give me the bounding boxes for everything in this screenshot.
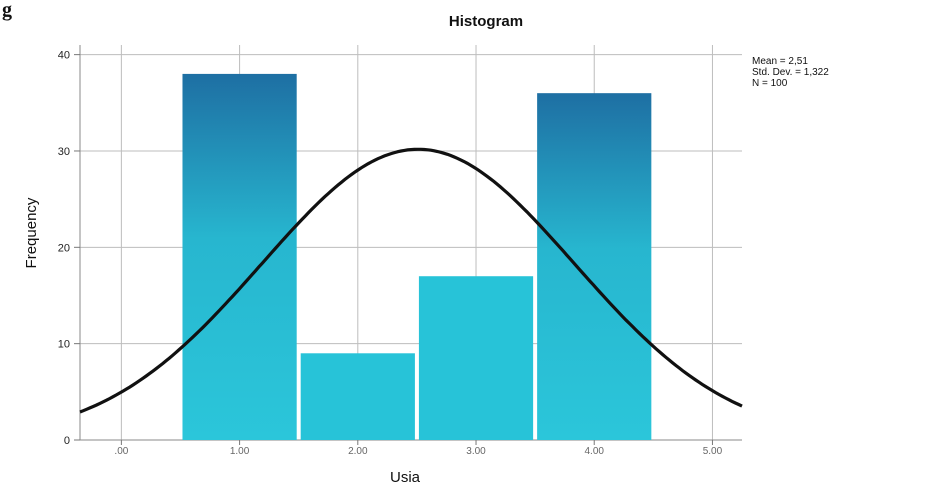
x-tick-label: 5.00 bbox=[703, 446, 723, 457]
y-tick-label: 10 bbox=[58, 339, 70, 351]
stats-box: Mean = 2,51 Std. Dev. = 1,322 N = 100 bbox=[752, 56, 829, 89]
x-ticks: .00 1.00 2.00 3.00 4.00 5.00 bbox=[114, 440, 723, 457]
normal-curve bbox=[79, 147, 743, 414]
y-tick-label: 40 bbox=[58, 50, 70, 62]
y-tick-label: 0 bbox=[64, 435, 70, 447]
stats-n: N = 100 bbox=[752, 78, 788, 89]
histogram-bar bbox=[537, 93, 652, 441]
stats-mean: Mean = 2,51 bbox=[752, 56, 808, 67]
y-axis-label: Frequency bbox=[23, 197, 40, 268]
y-ticks: 0 10 20 30 40 bbox=[58, 50, 80, 447]
histogram-bar bbox=[182, 73, 297, 440]
x-tick-label: 3.00 bbox=[466, 446, 486, 457]
stats-std-dev: Std. Dev. = 1,322 bbox=[752, 67, 829, 78]
histogram-bar bbox=[418, 276, 534, 440]
y-tick-label: 20 bbox=[58, 242, 70, 254]
x-tick-label: .00 bbox=[114, 446, 128, 457]
chart-title: Histogram bbox=[449, 13, 523, 30]
x-tick-label: 1.00 bbox=[230, 446, 250, 457]
corner-text: g bbox=[2, 0, 12, 21]
histogram-bar bbox=[300, 353, 415, 440]
x-axis-label: Usia bbox=[390, 469, 421, 486]
x-tick-label: 2.00 bbox=[348, 446, 368, 457]
x-tick-label: 4.00 bbox=[584, 446, 604, 457]
y-tick-label: 30 bbox=[58, 146, 70, 158]
bars bbox=[182, 73, 652, 441]
